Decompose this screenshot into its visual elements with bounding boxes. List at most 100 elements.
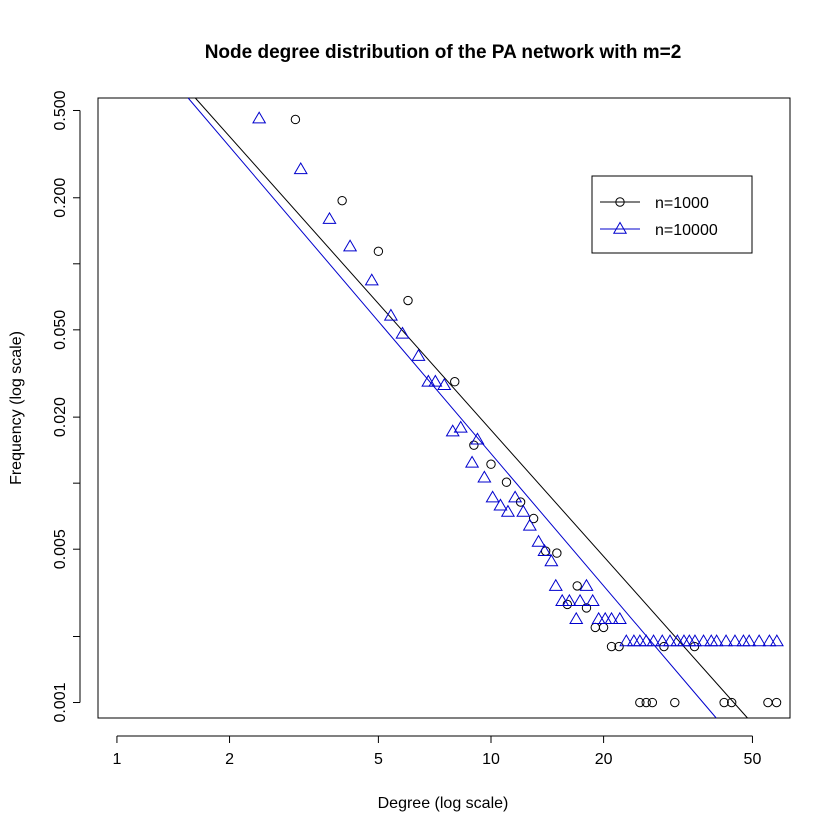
point-circle bbox=[290, 114, 301, 125]
y-tick-label: 0.005 bbox=[52, 529, 69, 569]
point-circle bbox=[552, 548, 562, 558]
legend-marker-n1000 bbox=[615, 197, 625, 207]
point-triangle bbox=[655, 634, 670, 647]
y-tick-label: 0.050 bbox=[52, 310, 69, 350]
point-circle bbox=[689, 641, 700, 652]
legend-box bbox=[591, 175, 753, 254]
point-circle bbox=[373, 246, 384, 257]
x-tick-label: 50 bbox=[744, 751, 762, 768]
y-axis-label: Frequency (log scale) bbox=[8, 331, 25, 485]
point-triangle bbox=[548, 578, 563, 591]
point-circle bbox=[486, 459, 496, 469]
point-triangle bbox=[696, 634, 711, 647]
point-triangle bbox=[646, 634, 661, 647]
point-circle bbox=[635, 697, 645, 708]
y-tick-label: 0.500 bbox=[52, 90, 69, 130]
point-triangle bbox=[342, 239, 358, 252]
x-tick-label: 10 bbox=[482, 751, 500, 768]
point-circle bbox=[469, 440, 479, 450]
point-circle bbox=[501, 477, 512, 487]
chart-title: Node degree distribution of the PA netwo… bbox=[205, 42, 682, 63]
point-triangle bbox=[709, 634, 724, 647]
fit-line-1 bbox=[187, 97, 717, 719]
point-triangle bbox=[364, 273, 379, 286]
point-circle bbox=[670, 697, 680, 708]
point-triangle bbox=[531, 534, 546, 547]
point-triangle bbox=[453, 420, 468, 433]
x-tick-label: 1 bbox=[112, 751, 121, 768]
point-triangle bbox=[591, 611, 606, 625]
point-triangle bbox=[470, 432, 485, 445]
x-axis-label: Degree (log scale) bbox=[378, 795, 509, 812]
point-triangle bbox=[516, 504, 531, 517]
point-triangle bbox=[662, 634, 678, 647]
point-triangle bbox=[579, 578, 594, 591]
point-triangle bbox=[508, 490, 523, 503]
x-tick-label: 2 bbox=[225, 751, 234, 768]
point-circle bbox=[641, 697, 651, 708]
legend: n=1000 n=10000 bbox=[591, 175, 753, 254]
point-triangle bbox=[493, 498, 508, 511]
point-triangle bbox=[555, 593, 570, 606]
point-triangle bbox=[718, 634, 734, 647]
y-tick-label: 0.200 bbox=[52, 178, 69, 218]
point-triangle bbox=[485, 490, 500, 503]
point-triangle bbox=[687, 634, 703, 647]
point-circle bbox=[614, 641, 624, 652]
point-triangle bbox=[604, 611, 619, 625]
point-triangle bbox=[522, 518, 537, 531]
point-triangle bbox=[569, 611, 584, 625]
point-triangle bbox=[293, 161, 308, 175]
y-tick-label: 0.001 bbox=[52, 682, 69, 722]
point-triangle bbox=[769, 634, 784, 647]
point-triangle bbox=[742, 634, 757, 647]
x-tick-label: 20 bbox=[595, 751, 613, 768]
point-triangle bbox=[411, 348, 426, 361]
point-triangle bbox=[762, 634, 777, 647]
point-circle bbox=[726, 697, 737, 708]
point-triangle bbox=[585, 593, 600, 606]
point-circle bbox=[598, 622, 609, 633]
point-circle bbox=[719, 697, 729, 708]
fit-line-0 bbox=[194, 97, 748, 719]
data-points bbox=[252, 111, 784, 708]
point-circle bbox=[562, 599, 573, 610]
point-triangle bbox=[477, 470, 492, 483]
legend-marker-n10000 bbox=[612, 221, 628, 234]
point-triangle bbox=[562, 593, 577, 606]
point-triangle bbox=[598, 611, 613, 625]
point-circle bbox=[403, 295, 413, 306]
point-circle bbox=[581, 603, 592, 613]
point-circle bbox=[528, 513, 539, 524]
point-circle bbox=[659, 641, 669, 652]
point-triangle bbox=[428, 374, 443, 387]
point-triangle bbox=[537, 543, 552, 557]
point-circle bbox=[763, 697, 773, 708]
x-axis: 1 2 5 10 20 50 bbox=[112, 735, 762, 768]
fit-lines bbox=[187, 97, 748, 719]
point-triangle bbox=[727, 634, 743, 647]
legend-label-n10000: n=10000 bbox=[655, 222, 718, 239]
legend-label-n1000: n=1000 bbox=[655, 195, 709, 212]
point-triangle bbox=[752, 634, 767, 647]
point-circle bbox=[771, 697, 782, 708]
point-triangle bbox=[619, 634, 634, 647]
point-circle bbox=[572, 581, 582, 591]
point-triangle bbox=[322, 211, 337, 224]
point-circle bbox=[450, 377, 460, 387]
point-triangle bbox=[544, 554, 559, 567]
point-circle bbox=[590, 622, 600, 633]
point-triangle bbox=[395, 326, 410, 339]
point-circle bbox=[647, 697, 658, 708]
point-triangle bbox=[464, 455, 480, 468]
y-tick-label: 0.020 bbox=[52, 397, 69, 437]
point-triangle bbox=[383, 308, 398, 321]
x-tick-label: 5 bbox=[374, 751, 383, 768]
point-triangle bbox=[612, 611, 627, 625]
y-axis: 0.001 0.005 0.020 0.050 0.200 0.500 bbox=[52, 90, 81, 723]
plot-area bbox=[97, 97, 791, 719]
point-circle bbox=[606, 641, 617, 652]
point-triangle bbox=[421, 374, 436, 387]
point-triangle bbox=[572, 593, 588, 606]
